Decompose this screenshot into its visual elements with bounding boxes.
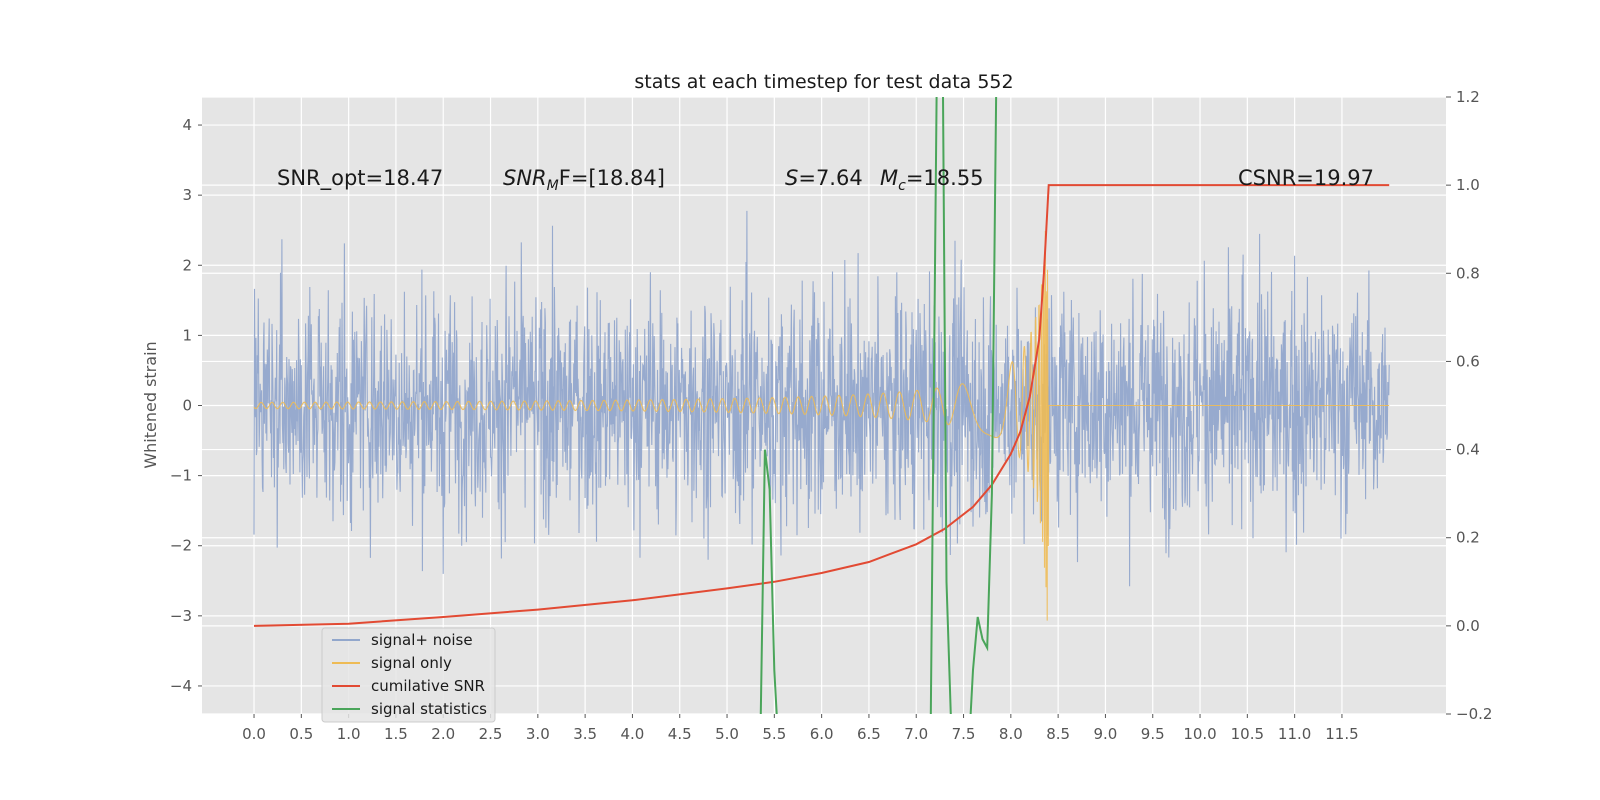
x-tick-label: 11.5 <box>1325 725 1358 743</box>
x-axis: 0.0 0.5 1.0 1.5 2.0 2.5 3.0 3.5 4.0 4.5 5.0 5.5 6.0 6… <box>242 714 1359 743</box>
y-tick-label-left: 1 <box>182 326 192 344</box>
y-tick-label-right: 0.0 <box>1456 617 1480 635</box>
snr-mf-rest: F=[18.84] <box>559 166 665 190</box>
x-tick-label: 0.5 <box>289 725 313 743</box>
annotation-snr-mf: SNRMF=[18.84] <box>503 166 665 194</box>
x-tick-label: 3.5 <box>573 725 597 743</box>
y-tick-label-right: 0.2 <box>1456 529 1480 547</box>
x-tick-label: 2.0 <box>431 725 455 743</box>
x-tick-label: 3.0 <box>526 725 550 743</box>
y-tick-label-left: −4 <box>170 677 192 695</box>
y-tick-label-right: 1.0 <box>1456 176 1480 194</box>
y-tick-label-right: 0.8 <box>1456 264 1480 282</box>
snr-mf-sub: M <box>547 178 559 194</box>
y-tick-label-left: −3 <box>170 607 192 625</box>
x-tick-label: 5.5 <box>762 725 786 743</box>
y-axis-right: −0.2 0.0 0.2 0.4 0.6 0.8 1.0 1.2 <box>1446 88 1492 723</box>
y-tick-label-left: −2 <box>170 537 192 555</box>
x-tick-label: 2.5 <box>479 725 503 743</box>
mc-sub: c <box>898 178 906 194</box>
legend-label-signal-only: signal only <box>371 654 452 672</box>
s-val: =7.64 <box>798 166 862 190</box>
y-tick-label-right: 0.4 <box>1456 441 1480 459</box>
y-tick-label-left: −1 <box>170 467 192 485</box>
s-sym: S <box>785 166 798 190</box>
x-tick-label: 10.5 <box>1231 725 1264 743</box>
x-tick-label: 5.0 <box>715 725 739 743</box>
annotation-mc: Mc=18.55 <box>880 166 984 194</box>
x-tick-label: 1.0 <box>337 725 361 743</box>
signal-only-line <box>253 230 1390 621</box>
x-tick-label: 4.5 <box>668 725 692 743</box>
x-tick-label: 6.5 <box>857 725 881 743</box>
y-tick-label-left: 3 <box>182 186 192 204</box>
y-tick-label-right: 1.2 <box>1456 88 1480 106</box>
y-tick-label-left: 4 <box>182 116 192 134</box>
signal-statistics-line <box>759 97 998 714</box>
x-tick-label: 11.0 <box>1278 725 1311 743</box>
x-tick-label: 7.0 <box>904 725 928 743</box>
annotation-s: S=7.64 <box>785 166 863 190</box>
legend-label-signal-noise: signal+ noise <box>371 631 473 649</box>
y-tick-label-right: 0.6 <box>1456 352 1480 370</box>
x-tick-label: 8.0 <box>999 725 1023 743</box>
mc-sym: M <box>880 166 898 190</box>
signal-noise-line <box>253 210 1390 587</box>
legend: signal+ noise signal only cumilative SNR… <box>321 627 496 723</box>
x-tick-label: 8.5 <box>1046 725 1070 743</box>
y-tick-label-right: −0.2 <box>1456 705 1492 723</box>
x-tick-label: 9.5 <box>1141 725 1165 743</box>
legend-box <box>321 627 496 723</box>
y-tick-label-left: 2 <box>182 256 192 274</box>
x-tick-label: 7.5 <box>952 725 976 743</box>
x-tick-label: 4.0 <box>621 725 645 743</box>
y-axis-label: Whitened strain <box>141 341 160 468</box>
legend-label-signal-statistics: signal statistics <box>371 700 487 718</box>
x-tick-label: 10.0 <box>1183 725 1216 743</box>
cumilative-snr-line <box>253 184 1390 627</box>
y-tick-label-left: 0 <box>182 397 192 415</box>
x-tick-label: 0.0 <box>242 725 266 743</box>
annotation-csnr: CSNR=19.97 <box>1238 166 1374 190</box>
snr-mf-main: SNR <box>503 166 547 190</box>
annotation-snr-opt: SNR_opt=18.47 <box>277 166 443 191</box>
chart-title: stats at each timestep for test data 552 <box>634 71 1013 93</box>
y-axis-left: −4 −3 −2 −1 0 1 2 3 4 <box>170 116 202 695</box>
mc-val: =18.55 <box>906 166 984 190</box>
x-tick-label: 1.5 <box>384 725 408 743</box>
x-tick-label: 9.0 <box>1094 725 1118 743</box>
legend-label-cumilative-snr: cumilative SNR <box>371 677 485 695</box>
x-tick-label: 6.0 <box>810 725 834 743</box>
